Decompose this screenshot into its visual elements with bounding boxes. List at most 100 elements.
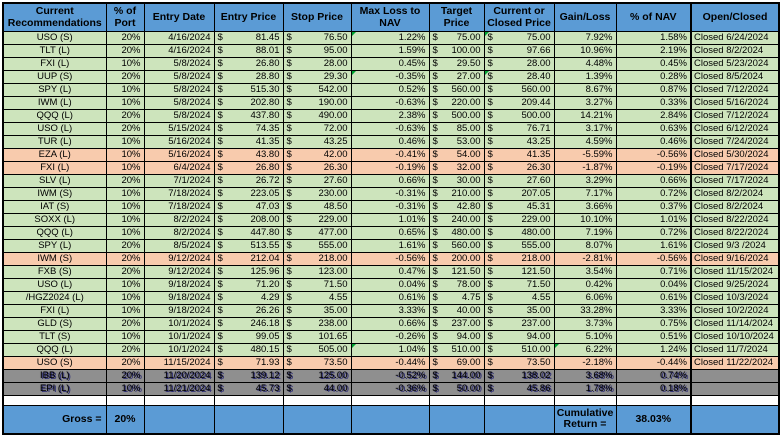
- empty-cell[interactable]: [483, 395, 555, 406]
- cell-entry-price[interactable]: $26.80: [213, 161, 284, 175]
- cell-open-closed[interactable]: Closed 5/16/2024: [690, 96, 780, 110]
- cell-ticker[interactable]: GLD (S): [2, 317, 107, 331]
- cell-nav[interactable]: 0.45%: [615, 57, 692, 71]
- cell-ticker[interactable]: IWM (S): [2, 252, 107, 266]
- cell-target-price[interactable]: $50.00: [428, 382, 485, 396]
- cell-target-price[interactable]: $480.00: [428, 226, 485, 240]
- cell-open-closed[interactable]: Closed 5/23/2024: [690, 57, 780, 71]
- cell-nav[interactable]: 0.18%: [615, 382, 692, 396]
- cell-open-closed[interactable]: Closed 8/2/2024: [690, 44, 780, 58]
- column-header-max-loss[interactable]: Max Loss to NAV: [350, 2, 430, 32]
- cell-current-price[interactable]: $138.02: [483, 369, 555, 383]
- cell-ticker[interactable]: TLT (S): [2, 330, 107, 344]
- cell-entry-date[interactable]: 5/16/2024: [143, 135, 215, 149]
- cell-max-loss[interactable]: -0.56%: [350, 252, 430, 266]
- cell-current-price[interactable]: $45.31: [483, 200, 555, 214]
- cell-entry-price[interactable]: $26.80: [213, 57, 284, 71]
- empty-cell[interactable]: [553, 395, 617, 406]
- cell-target-price[interactable]: $210.00: [428, 187, 485, 201]
- cell-port[interactable]: 20%: [105, 265, 145, 279]
- cell-open-closed[interactable]: Closed 6/24/2024: [690, 31, 780, 45]
- cell-open-closed[interactable]: Closed 5/30/2024: [690, 148, 780, 162]
- cell-ticker[interactable]: QQQ (L): [2, 226, 107, 240]
- empty-cell[interactable]: [350, 405, 430, 434]
- cell-gain-loss[interactable]: 3.29%: [553, 174, 617, 188]
- cell-entry-price[interactable]: $26.72: [213, 174, 284, 188]
- empty-cell[interactable]: [350, 395, 430, 406]
- cell-entry-price[interactable]: $41.35: [213, 135, 284, 149]
- cell-target-price[interactable]: $144.00: [428, 369, 485, 383]
- cell-port[interactable]: 10%: [105, 226, 145, 240]
- empty-cell[interactable]: [282, 395, 352, 406]
- empty-cell[interactable]: [282, 405, 352, 434]
- cell-entry-date[interactable]: 9/18/2024: [143, 304, 215, 318]
- cell-entry-date[interactable]: 8/5/2024: [143, 239, 215, 253]
- cell-port[interactable]: 10%: [105, 148, 145, 162]
- cell-stop-price[interactable]: $73.50: [282, 356, 352, 370]
- cell-gain-loss[interactable]: 1.78%: [553, 382, 617, 396]
- cell-entry-date[interactable]: 4/16/2024: [143, 31, 215, 45]
- cell-open-closed[interactable]: Closed 8/2/2024: [690, 200, 780, 214]
- cell-entry-price[interactable]: $81.45: [213, 31, 284, 45]
- cell-max-loss[interactable]: -0.52%: [350, 369, 430, 383]
- cell-stop-price[interactable]: $229.00: [282, 213, 352, 227]
- cell-target-price[interactable]: $4.75: [428, 291, 485, 305]
- cell-port[interactable]: 10%: [105, 304, 145, 318]
- gross-value[interactable]: 20%: [105, 405, 145, 434]
- cell-entry-price[interactable]: $125.96: [213, 265, 284, 279]
- cell-max-loss[interactable]: 0.61%: [350, 291, 430, 305]
- cell-current-price[interactable]: $560.00: [483, 83, 555, 97]
- cell-port[interactable]: 10%: [105, 187, 145, 201]
- cell-nav[interactable]: 0.63%: [615, 122, 692, 136]
- cell-nav[interactable]: 1.01%: [615, 213, 692, 227]
- cell-port[interactable]: 10%: [105, 135, 145, 149]
- cell-open-closed[interactable]: [690, 369, 780, 383]
- cell-max-loss[interactable]: -0.63%: [350, 122, 430, 136]
- cell-open-closed[interactable]: Closed 8/22/2024: [690, 226, 780, 240]
- cell-max-loss[interactable]: -0.44%: [350, 356, 430, 370]
- cell-current-price[interactable]: $43.25: [483, 135, 555, 149]
- empty-cell[interactable]: [105, 395, 145, 406]
- cell-port[interactable]: 10%: [105, 278, 145, 292]
- cell-entry-price[interactable]: $223.05: [213, 187, 284, 201]
- cell-ticker[interactable]: USO (S): [2, 356, 107, 370]
- cell-nav[interactable]: 0.51%: [615, 330, 692, 344]
- cell-target-price[interactable]: $42.80: [428, 200, 485, 214]
- cell-stop-price[interactable]: $26.30: [282, 161, 352, 175]
- cell-entry-date[interactable]: 9/18/2024: [143, 291, 215, 305]
- cell-target-price[interactable]: $78.00: [428, 278, 485, 292]
- cell-current-price[interactable]: $35.00: [483, 304, 555, 318]
- cell-target-price[interactable]: $40.00: [428, 304, 485, 318]
- cell-open-closed[interactable]: Closed 11/15/2024: [690, 265, 780, 279]
- cell-entry-date[interactable]: 5/8/2024: [143, 109, 215, 123]
- cell-ticker[interactable]: USO (L): [2, 122, 107, 136]
- cell-current-price[interactable]: $71.50: [483, 278, 555, 292]
- cell-entry-date[interactable]: 7/18/2024: [143, 187, 215, 201]
- cell-entry-price[interactable]: $480.15: [213, 343, 284, 357]
- column-header-open-closed[interactable]: Open/Closed: [690, 2, 780, 32]
- cell-nav[interactable]: 0.46%: [615, 135, 692, 149]
- cell-gain-loss[interactable]: 7.19%: [553, 226, 617, 240]
- cell-open-closed[interactable]: Closed 6/12/2024: [690, 122, 780, 136]
- cell-entry-price[interactable]: $4.29: [213, 291, 284, 305]
- cell-open-closed[interactable]: Closed 7/12/2024: [690, 83, 780, 97]
- cell-nav[interactable]: 1.61%: [615, 239, 692, 253]
- cell-stop-price[interactable]: $230.00: [282, 187, 352, 201]
- cell-target-price[interactable]: $53.00: [428, 135, 485, 149]
- cell-ticker[interactable]: USO (S): [2, 31, 107, 45]
- cell-nav[interactable]: 0.71%: [615, 265, 692, 279]
- cell-ticker[interactable]: TUR (L): [2, 135, 107, 149]
- cell-ticker[interactable]: EPI (L): [2, 382, 107, 396]
- cumulative-return-value[interactable]: 38.03%: [615, 405, 692, 434]
- cell-nav[interactable]: -0.56%: [615, 252, 692, 266]
- cell-ticker[interactable]: UUP (S): [2, 70, 107, 84]
- cell-current-price[interactable]: $41.35: [483, 148, 555, 162]
- cell-target-price[interactable]: $94.00: [428, 330, 485, 344]
- cell-open-closed[interactable]: Closed 7/24/2024: [690, 135, 780, 149]
- cell-entry-date[interactable]: 6/4/2024: [143, 161, 215, 175]
- cell-gain-loss[interactable]: 7.17%: [553, 187, 617, 201]
- cell-max-loss[interactable]: 0.45%: [350, 57, 430, 71]
- empty-cell[interactable]: [690, 395, 780, 406]
- cell-gain-loss[interactable]: -1.87%: [553, 161, 617, 175]
- cell-max-loss[interactable]: 2.38%: [350, 109, 430, 123]
